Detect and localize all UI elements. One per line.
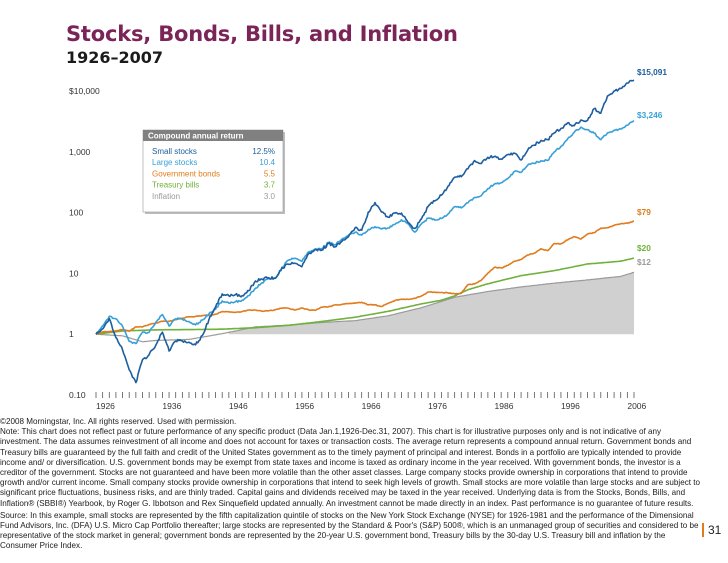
legend-label: Small stocks	[152, 147, 197, 156]
x-tick-label: 1966	[362, 401, 381, 411]
end-value-label: $3,246	[637, 110, 663, 120]
legend-label: Government bonds	[152, 169, 220, 178]
end-value-label: $79	[637, 207, 651, 217]
x-tick-label: 1996	[561, 401, 580, 411]
y-tick-label: 1	[69, 329, 74, 339]
x-tick-label: 1956	[295, 401, 314, 411]
x-tick-label: 1926	[96, 401, 115, 411]
y-tick-label: 0.10	[69, 390, 86, 400]
page-number: 31	[702, 523, 721, 537]
y-tick-label: 10	[69, 268, 79, 278]
y-tick-label: 1,000	[69, 147, 91, 157]
x-tick-label: 1936	[162, 401, 181, 411]
end-value-label: $15,091	[637, 67, 667, 77]
x-tick-label: 1976	[428, 401, 447, 411]
series-line-treasury-bills	[95, 257, 635, 335]
series-line-small-stocks	[95, 79, 635, 384]
growth-chart: $10,000 1,000 100 10 1 0.10 $15,091 $3,246 $79 $2…	[69, 67, 667, 411]
source-note: Source: In this example, small stocks ar…	[0, 510, 699, 551]
x-tick-label: 1986	[495, 401, 514, 411]
series-line-large-stocks	[95, 120, 635, 345]
series-line-inflation	[95, 271, 635, 343]
chart-title: Stocks, Bonds, Bills, and Inflation	[66, 22, 458, 46]
chart-subtitle: 1926–2007	[66, 48, 164, 67]
legend-value: 10.4	[259, 158, 275, 167]
series-line-government-bonds	[95, 220, 635, 335]
footnotes: ©2008 Morningstar, Inc. All rights reser…	[0, 417, 700, 552]
legend-box	[142, 129, 284, 213]
disclaimer-note: Note: This chart does not reflect past o…	[0, 427, 701, 508]
legend-label: Large stocks	[152, 158, 197, 167]
legend-header-bar	[143, 130, 283, 141]
end-value-label: $20	[637, 243, 651, 253]
y-tick-label: $10,000	[69, 86, 100, 96]
legend-value: 3.7	[264, 181, 276, 190]
legend-value: 3.0	[264, 192, 276, 201]
legend-value: 5.5	[264, 169, 276, 178]
legend-label: Inflation	[152, 192, 180, 201]
end-value-label: $12	[637, 257, 651, 267]
inflation-area	[228, 272, 634, 335]
y-tick-label: 100	[69, 208, 83, 218]
x-tick-label: 2006	[627, 401, 646, 411]
legend-header: Compound annual return	[148, 132, 244, 141]
legend-label: Treasury bills	[152, 181, 199, 190]
x-tick-label: 1946	[229, 401, 248, 411]
legend-value: 12.5%	[252, 147, 275, 156]
copyright-note: ©2008 Morningstar, Inc. All rights reser…	[0, 417, 237, 426]
